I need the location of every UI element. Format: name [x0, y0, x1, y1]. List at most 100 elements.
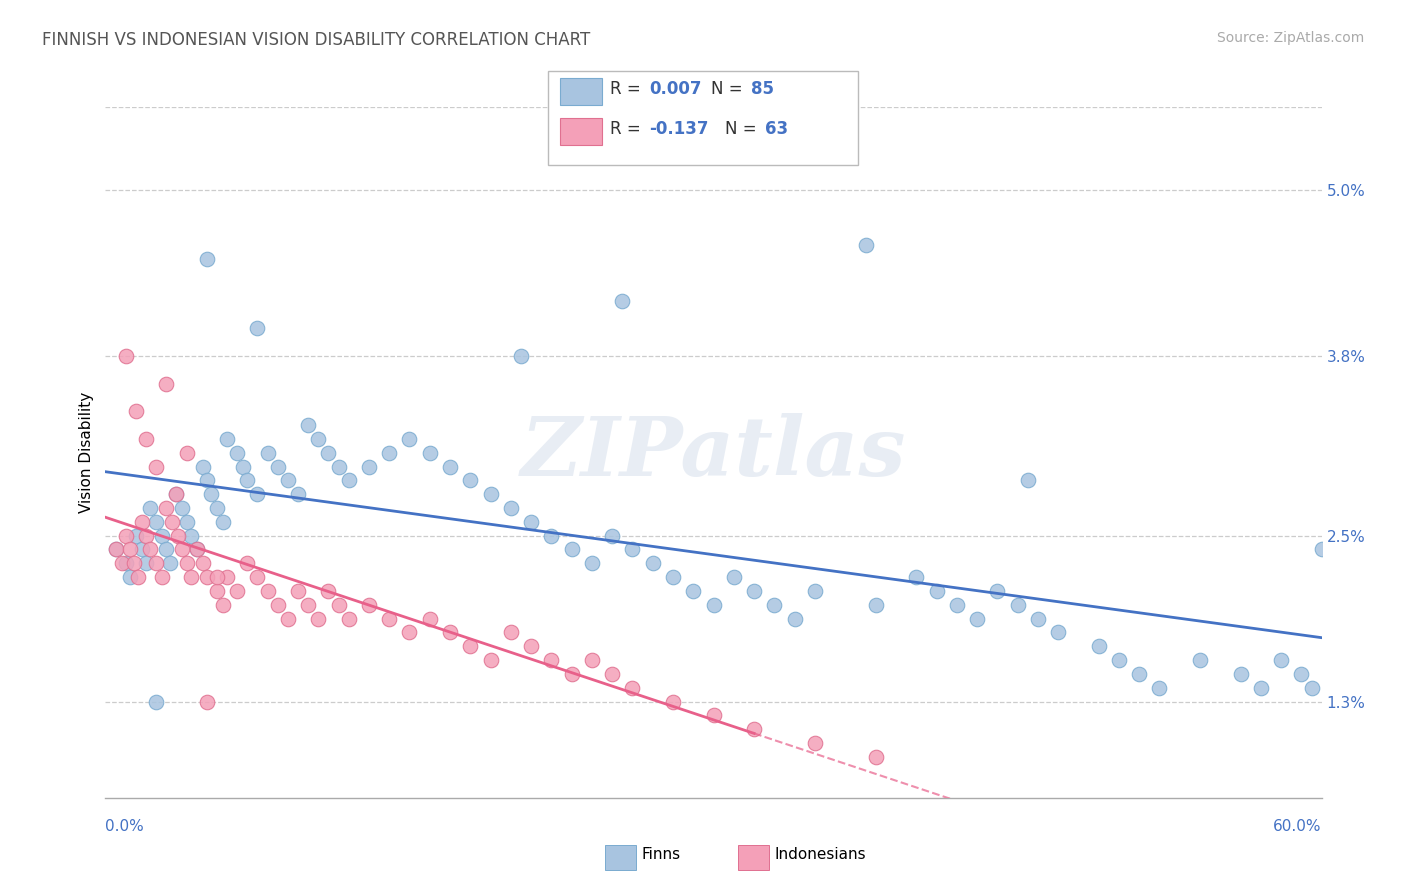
Point	[307, 612, 329, 626]
Point	[439, 459, 461, 474]
Point	[1270, 653, 1292, 667]
Text: Finns: Finns	[641, 847, 681, 863]
Point	[114, 528, 136, 542]
Point	[1189, 653, 1212, 667]
Point	[205, 500, 228, 515]
Point	[205, 583, 228, 598]
Text: Source: ZipAtlas.com: Source: ZipAtlas.com	[1216, 31, 1364, 45]
Point	[337, 473, 360, 487]
Point	[277, 612, 299, 626]
Point	[217, 570, 239, 584]
Point	[256, 445, 278, 460]
Point	[499, 500, 522, 515]
Point	[226, 583, 249, 598]
Point	[561, 667, 583, 681]
Point	[212, 515, 235, 529]
Point	[742, 583, 765, 598]
Point	[600, 528, 623, 542]
Point	[287, 487, 309, 501]
Point	[855, 238, 877, 252]
Point	[1026, 612, 1049, 626]
Point	[540, 653, 562, 667]
Point	[804, 736, 827, 750]
Point	[195, 252, 218, 266]
Point	[145, 694, 167, 708]
Point	[925, 583, 948, 598]
Point	[125, 528, 148, 542]
Point	[621, 542, 644, 557]
Point	[378, 612, 401, 626]
Text: -0.137: -0.137	[650, 120, 709, 137]
Point	[1108, 653, 1130, 667]
Point	[114, 557, 136, 571]
Point	[267, 598, 290, 612]
Point	[236, 473, 259, 487]
Point	[510, 349, 533, 363]
Point	[1250, 681, 1272, 695]
Point	[246, 570, 269, 584]
Point	[419, 445, 441, 460]
Point	[195, 694, 218, 708]
Point	[742, 723, 765, 737]
Point	[111, 557, 134, 571]
Point	[458, 473, 481, 487]
Point	[104, 542, 127, 557]
Point	[118, 542, 141, 557]
Point	[662, 570, 685, 584]
Point	[165, 487, 187, 501]
Point	[621, 681, 644, 695]
Point	[195, 473, 218, 487]
Point	[945, 598, 967, 612]
Point	[641, 557, 664, 571]
Point	[155, 542, 177, 557]
Point	[186, 542, 208, 557]
Point	[357, 459, 380, 474]
Point	[723, 570, 745, 584]
Point	[135, 432, 157, 446]
Point	[287, 583, 309, 598]
Point	[180, 528, 202, 542]
Text: ZIPatlas: ZIPatlas	[520, 413, 907, 492]
Point	[419, 612, 441, 626]
Point	[479, 653, 502, 667]
Point	[1149, 681, 1171, 695]
Point	[127, 570, 149, 584]
Text: 60.0%: 60.0%	[1274, 820, 1322, 834]
Point	[600, 667, 623, 681]
Point	[337, 612, 360, 626]
Point	[1229, 667, 1251, 681]
Text: R =: R =	[610, 80, 647, 98]
Point	[1047, 625, 1070, 640]
Point	[256, 583, 278, 598]
Text: R =: R =	[610, 120, 647, 137]
Point	[191, 459, 214, 474]
Point	[540, 528, 562, 542]
Point	[783, 612, 806, 626]
Point	[131, 542, 153, 557]
Point	[232, 459, 254, 474]
Point	[205, 570, 228, 584]
Point	[458, 639, 481, 653]
Point	[172, 500, 194, 515]
Point	[986, 583, 1008, 598]
Point	[318, 583, 340, 598]
Point	[131, 515, 153, 529]
Point	[176, 557, 198, 571]
Point	[581, 653, 603, 667]
Y-axis label: Vision Disability: Vision Disability	[79, 392, 94, 513]
Point	[118, 570, 141, 584]
Point	[167, 528, 190, 542]
Point	[966, 612, 988, 626]
Point	[180, 570, 202, 584]
Point	[612, 293, 634, 308]
Text: N =: N =	[725, 120, 762, 137]
Text: Indonesians: Indonesians	[775, 847, 866, 863]
Point	[104, 542, 127, 557]
Point	[155, 500, 177, 515]
Point	[561, 542, 583, 557]
Point	[398, 625, 420, 640]
Point	[191, 557, 214, 571]
Point	[804, 583, 827, 598]
Point	[297, 417, 319, 432]
Point	[172, 542, 194, 557]
